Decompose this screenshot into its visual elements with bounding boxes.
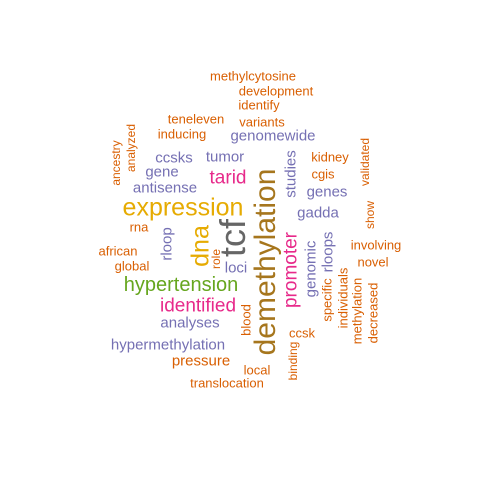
word-genomic: genomic bbox=[302, 240, 320, 298]
word-inducing: inducing bbox=[157, 126, 207, 142]
word-role: role bbox=[209, 248, 223, 270]
word-involving: involving bbox=[350, 237, 402, 253]
word-binding: binding bbox=[286, 341, 300, 381]
word-analyses: analyses bbox=[160, 314, 220, 332]
word-antisense: antisense bbox=[132, 179, 198, 197]
word-ancestry: ancestry bbox=[109, 140, 123, 186]
word-identify: identify bbox=[238, 97, 280, 113]
word-validated: validated bbox=[358, 137, 372, 187]
word-gadda: gadda bbox=[297, 204, 339, 222]
word-gene: gene bbox=[145, 163, 179, 181]
word-studies: studies bbox=[282, 150, 300, 198]
word-specific: specific bbox=[319, 278, 335, 322]
word-cgis: cgis bbox=[311, 166, 335, 182]
word-hypertension: hypertension bbox=[123, 274, 239, 296]
word-development: development bbox=[238, 83, 314, 99]
word-loci: loci bbox=[224, 259, 248, 277]
word-local: local bbox=[243, 362, 271, 378]
word-ccsk: ccsk bbox=[289, 325, 315, 341]
word-methylation: methylation bbox=[349, 277, 365, 345]
word-pressure: pressure bbox=[171, 352, 231, 370]
word-teneleven: teneleven bbox=[167, 111, 225, 127]
word-show: show bbox=[363, 200, 377, 230]
word-analyzed: analyzed bbox=[124, 123, 138, 173]
word-african: african bbox=[98, 243, 138, 259]
word-kidney: kidney bbox=[311, 149, 349, 165]
word-rloop: rloop bbox=[158, 227, 176, 261]
word-variants: variants bbox=[239, 114, 285, 130]
word-translocation: translocation bbox=[190, 375, 264, 391]
word-blood: blood bbox=[238, 304, 254, 336]
word-ccsks: ccsks bbox=[155, 149, 193, 167]
word-expression: expression bbox=[122, 193, 244, 222]
word-novel: novel bbox=[357, 254, 389, 270]
word-methylcytosine: methylcytosine bbox=[210, 68, 296, 84]
word-demethylation: demethylation bbox=[249, 168, 282, 356]
word-promoter: promoter bbox=[280, 231, 302, 309]
word-genes: genes bbox=[306, 183, 348, 201]
word-tarid: tarid bbox=[209, 167, 247, 189]
word-tumor: tumor bbox=[205, 148, 245, 166]
word-individuals: individuals bbox=[335, 267, 351, 329]
word-global: global bbox=[114, 258, 150, 274]
word-rna: rna bbox=[129, 219, 149, 235]
word-identified: identified bbox=[159, 295, 237, 317]
word-decreased: decreased bbox=[365, 282, 381, 344]
word-hypermethylation: hypermethylation bbox=[110, 336, 226, 354]
word-rloops: rloops bbox=[319, 231, 337, 273]
word-genomewide: genomewide bbox=[230, 127, 316, 145]
